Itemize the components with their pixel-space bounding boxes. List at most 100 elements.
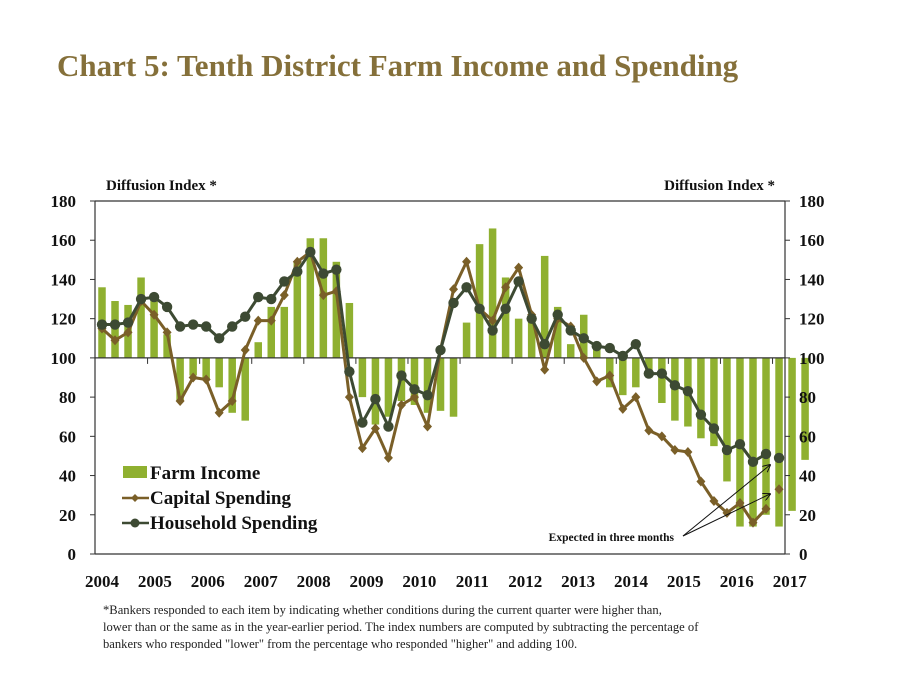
capital-spending-point: [266, 315, 276, 326]
farm-income-bar: [176, 357, 184, 402]
legend-label-capital-spending: Capital Spending: [150, 488, 291, 509]
farm-income-bar: [619, 357, 627, 396]
x-tick-label: 2012: [508, 572, 542, 591]
farm-income-bar: [306, 238, 315, 358]
household-spending-point: [565, 325, 576, 336]
capital-spending-point: [462, 256, 472, 267]
farm-income-bar: [163, 334, 171, 358]
household-spending-point: [240, 311, 251, 322]
x-tick-label: 2017: [773, 572, 808, 591]
household-spending-point: [266, 293, 277, 305]
x-tick-label: 2010: [402, 572, 436, 591]
household-spending-point: [357, 417, 368, 428]
footnote: *Bankers responded to each item by indic…: [103, 602, 823, 653]
household-spending-point: [734, 438, 746, 450]
household-spending-point: [161, 301, 173, 313]
capital-spending-point: [592, 376, 602, 387]
farm-income-bar: [710, 357, 718, 447]
household-spending-point: [187, 319, 199, 330]
household-spending-point: [383, 421, 394, 432]
farm-income-bar: [697, 357, 705, 439]
farm-income-bar: [488, 228, 497, 358]
farm-income-bar: [280, 306, 289, 358]
x-tick-label: 2013: [561, 572, 595, 591]
y-tick-label-right: 0: [799, 545, 808, 564]
legend-label-household-spending: Household Spending: [150, 513, 318, 534]
farm-income-bar: [540, 255, 549, 358]
y-tick-label-left: 60: [59, 427, 76, 446]
household-spending-point: [539, 338, 550, 350]
y-tick-label-right: 20: [799, 506, 816, 525]
farm-income-bar: [384, 357, 393, 417]
capital-spending-point: [175, 396, 185, 407]
y-tick-label-right: 120: [799, 310, 825, 329]
household-spending-point: [461, 282, 472, 293]
household-spending-point: [344, 366, 355, 377]
footnote-line: *Bankers responded to each item by indic…: [103, 603, 662, 617]
capital-spending-point: [579, 352, 589, 363]
farm-income-bar: [775, 357, 783, 527]
farm-income-bars: [98, 228, 809, 527]
household-spending-point: [292, 266, 303, 277]
household-spending-point: [708, 423, 720, 434]
farm-income-bar: [462, 322, 471, 358]
capital-spending-point: [735, 498, 745, 509]
household-spending-point: [318, 268, 329, 279]
capital-spending-point: [292, 256, 302, 267]
household-spending-point: [552, 309, 563, 320]
capital-spending-point: [370, 423, 380, 434]
capital-spending-point: [631, 392, 641, 403]
capital-spending-point: [357, 443, 367, 454]
household-spending-point: [331, 264, 342, 275]
y-tick-label-left: 20: [59, 506, 76, 525]
household-spending-point: [604, 342, 615, 354]
capital-spending-point: [618, 403, 628, 414]
capital-spending-point: [123, 327, 133, 338]
x-tick-label: 2006: [191, 572, 225, 591]
farm-income-bar: [436, 357, 445, 411]
household-spending-point: [122, 317, 134, 328]
household-spending-point: [279, 276, 290, 287]
capital-spending-point: [214, 407, 224, 418]
x-tick-label: 2014: [614, 572, 649, 591]
farm-income-bar: [358, 357, 367, 398]
x-tick-label: 2005: [138, 572, 172, 591]
farm-income-bar: [202, 357, 210, 380]
farm-income-bar: [371, 357, 380, 425]
household-spending-point: [448, 297, 459, 309]
farm-income-bar: [137, 277, 145, 358]
household-spending-point: [96, 319, 108, 330]
farm-income-bar: [632, 357, 640, 388]
capital-spending-point: [110, 335, 120, 346]
axis-labels: 0 0 20 20 40 40 60 60 80 80 100 100 120 120 140 140 160 1…: [51, 178, 825, 591]
household-spending-point: [409, 384, 420, 395]
legend-label-farm-income: Farm Income: [150, 463, 260, 484]
capital-spending-point: [540, 364, 550, 375]
household-spending-point: [526, 313, 537, 324]
capital-spending-point: [748, 517, 758, 528]
household-spending-point: [200, 321, 212, 332]
household-spending-point: [213, 333, 225, 344]
y-tick-label-right: 140: [799, 270, 825, 289]
series-lines: [96, 246, 785, 528]
household-spending-point: [617, 350, 628, 362]
farm-income-bar: [475, 244, 484, 358]
household-spending-point: [747, 456, 759, 468]
farm-income-bar: [423, 357, 432, 413]
y-tick-label-left: 120: [51, 310, 77, 329]
farm-income-bar: [150, 299, 158, 358]
household-spending-point: [487, 325, 498, 336]
household-spending-point: [422, 389, 433, 401]
capital-spending-point: [696, 476, 706, 487]
farm-income-bar: [410, 357, 419, 405]
farm-income-bar: [241, 357, 249, 421]
household-spending-point: [669, 380, 681, 391]
farm-income-bar: [566, 344, 575, 358]
farm-income-bar: [254, 342, 262, 358]
farm-income-bar: [788, 357, 796, 511]
capital-spending-point: [279, 290, 289, 301]
x-tick-label: 2004: [85, 572, 120, 591]
household-spending-point: [578, 333, 589, 344]
farm-income-bar: [332, 261, 341, 358]
y-axis-title-left: Diffusion Index *: [106, 178, 217, 194]
